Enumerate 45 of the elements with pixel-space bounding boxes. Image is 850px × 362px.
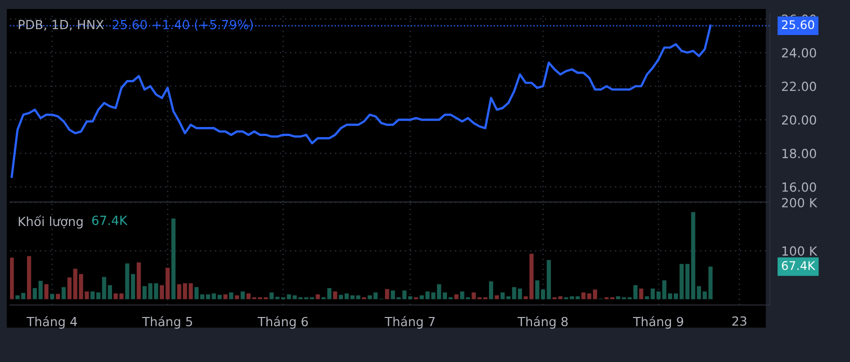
bar [333,291,338,300]
bar [171,218,176,300]
bar [50,294,54,300]
annotation: 67.4K [92,216,128,226]
bar [633,285,638,300]
bar [639,288,644,300]
legend-title: Khối lượng [18,215,83,229]
bar [327,288,332,300]
bar [488,281,494,300]
bar [10,258,14,300]
bar [90,291,95,300]
bar [270,292,274,300]
y-tick-label: 100 K [782,246,818,256]
x-tick-label: 23 [732,316,746,326]
bar [26,256,32,300]
bar [136,262,141,300]
bar [454,294,458,300]
bar [142,286,147,300]
bar [240,291,245,300]
bar [108,285,112,300]
y-tick-label: 20.00 [782,115,816,125]
chart-title: PDB, 1D, HNX [18,20,104,31]
y-tick-label: 18.00 [782,148,816,158]
bar [385,289,390,300]
y-tick-label: 22.00 [782,82,816,92]
bar [44,284,48,300]
x-tick-label: Tháng 9 [633,316,684,329]
bar [223,294,228,300]
chart-subtitle: 25.60 +1.40 (+5.79%) [112,20,253,31]
y-tick-label: 16.00 [782,182,816,192]
text: 67.4K [782,261,816,270]
y-tick-label: 200 K [782,198,818,208]
ref-line-label: 25.60 [782,20,814,30]
bar [229,292,234,300]
bar [62,287,66,300]
x-tick-label: Tháng 7 [384,316,435,329]
x-tick-label: Tháng 4 [26,316,77,329]
bar [56,294,60,300]
bar [316,294,320,300]
y-tick-label: 24.00 [782,48,816,58]
x-tick-label: Tháng 5 [142,316,192,329]
bar [518,288,522,300]
bar [500,292,505,300]
x-tick-label: Tháng 6 [258,316,308,329]
x-tick-label: Tháng 8 [518,316,568,329]
